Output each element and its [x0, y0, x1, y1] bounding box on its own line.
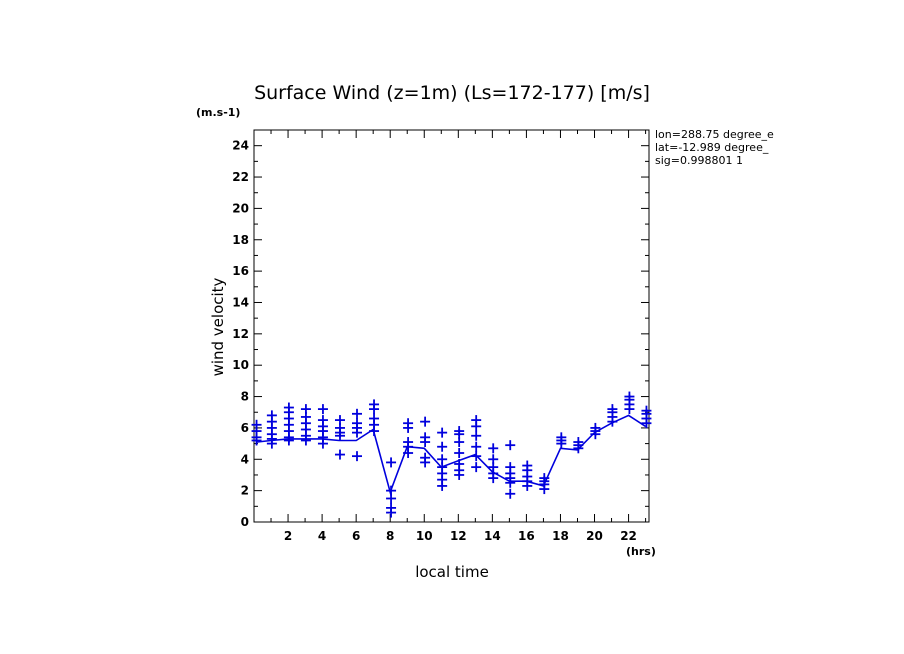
x-tick-label: 22	[620, 529, 637, 543]
y-tick-label: 24	[232, 139, 249, 153]
info-lon: lon=288.75 degree_e	[655, 128, 774, 141]
data-point-marker	[386, 457, 397, 468]
plot-frame	[253, 129, 650, 523]
data-point-marker	[471, 451, 482, 462]
data-point-marker	[505, 462, 516, 473]
x-tick-label: 10	[416, 529, 433, 543]
y-tick-label: 10	[232, 358, 249, 372]
data-point-marker	[266, 410, 277, 421]
y-tick-label: 14	[232, 295, 249, 309]
info-lat: lat=-12.989 degree_	[655, 141, 769, 154]
x-axis-label: local time	[415, 563, 489, 581]
x-tick-label: 2	[284, 529, 292, 543]
data-point-marker	[437, 427, 448, 438]
data-point-marker	[454, 448, 465, 459]
data-point-marker	[251, 419, 262, 430]
x-tick-label: 18	[552, 529, 569, 543]
data-point-marker	[590, 422, 601, 433]
y-axis-label: wind velocity	[209, 277, 227, 376]
data-point-marker	[251, 435, 262, 446]
y-tick-label: 0	[241, 515, 249, 529]
data-point-marker	[386, 485, 397, 496]
data-point-marker	[317, 415, 328, 426]
y-tick-label: 18	[232, 233, 249, 247]
data-point-marker	[420, 432, 431, 443]
data-point-marker	[471, 441, 482, 452]
y-tick-label: 6	[241, 421, 249, 435]
data-point-marker	[369, 399, 380, 410]
data-point-marker	[573, 437, 584, 448]
data-point-marker	[454, 426, 465, 437]
data-point-marker	[437, 441, 448, 452]
data-layer	[251, 391, 652, 518]
x-tick-label: 16	[518, 529, 535, 543]
x-tick-label: 12	[450, 529, 467, 543]
info-mask	[780, 126, 840, 170]
x-tick-label: 8	[386, 529, 394, 543]
y-tick-label: 22	[232, 170, 249, 184]
data-point-marker	[505, 440, 516, 451]
series-line	[257, 414, 647, 495]
data-point-marker	[334, 449, 345, 460]
data-point-marker	[352, 408, 363, 419]
data-point-marker	[454, 458, 465, 469]
data-point-marker	[471, 415, 482, 426]
y-tick-label: 8	[241, 390, 249, 404]
data-point-marker	[334, 415, 345, 426]
data-point-marker	[556, 432, 567, 443]
data-point-marker	[386, 502, 397, 513]
data-point-marker	[505, 488, 516, 499]
data-point-marker	[522, 460, 533, 471]
data-point-marker	[420, 416, 431, 427]
data-point-marker	[352, 418, 363, 429]
data-point-marker	[300, 404, 311, 415]
x-unit-label: (hrs)	[626, 545, 656, 558]
data-point-marker	[488, 454, 499, 465]
data-point-marker	[420, 452, 431, 463]
y-tick-label: 2	[241, 484, 249, 498]
y-tick-label: 4	[241, 452, 249, 466]
data-point-marker	[403, 418, 414, 429]
data-point-marker	[437, 454, 448, 465]
data-point-marker	[624, 391, 635, 402]
data-point-marker	[352, 451, 363, 462]
x-tick-label: 20	[586, 529, 603, 543]
y-tick-label: 12	[232, 327, 249, 341]
x-tick-label: 14	[484, 529, 501, 543]
data-point-marker	[471, 430, 482, 441]
data-point-marker	[641, 405, 652, 416]
data-point-marker	[369, 413, 380, 424]
data-point-marker	[607, 404, 618, 415]
data-point-marker	[471, 462, 482, 473]
data-point-marker	[539, 473, 550, 484]
y-tick-label: 16	[232, 264, 249, 278]
data-point-marker	[403, 437, 414, 448]
x-tick-label: 6	[352, 529, 360, 543]
chart-title: Surface Wind (z=1m) (Ls=172-177) [m/s]	[254, 82, 650, 104]
info-sig: sig=0.998801 1	[655, 154, 743, 167]
x-tick-label: 4	[318, 529, 326, 543]
y-tick-label: 20	[232, 201, 249, 215]
data-point-marker	[283, 402, 294, 413]
data-point-marker	[317, 404, 328, 415]
y-unit-label: (m.s-1)	[196, 106, 240, 119]
data-point-marker	[488, 443, 499, 454]
